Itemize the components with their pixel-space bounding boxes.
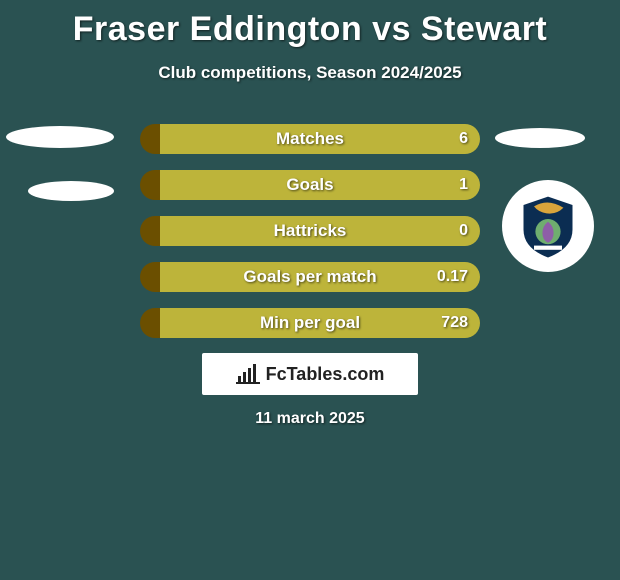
- player-left-shape-1: [6, 126, 114, 148]
- chart-icon: [236, 364, 260, 384]
- stat-bars: Matches6Goals1Hattricks0Goals per match0…: [140, 124, 480, 354]
- bar-label: Min per goal: [140, 308, 480, 338]
- player-left-shape-2: [28, 181, 114, 201]
- date-text: 11 march 2025: [0, 410, 620, 428]
- brand-text: FcTables.com: [266, 364, 385, 385]
- subtitle: Club competitions, Season 2024/2025: [0, 63, 620, 83]
- bar-value-right: 1: [459, 170, 468, 200]
- stat-bar: Min per goal728: [140, 308, 480, 338]
- bar-label: Goals: [140, 170, 480, 200]
- page-title: Fraser Eddington vs Stewart: [0, 0, 620, 49]
- bar-label: Hattricks: [140, 216, 480, 246]
- stat-bar: Goals1: [140, 170, 480, 200]
- bar-value-right: 0.17: [437, 262, 468, 292]
- bar-label: Goals per match: [140, 262, 480, 292]
- stat-bar: Goals per match0.17: [140, 262, 480, 292]
- crest-icon: [513, 191, 583, 261]
- club-crest: [502, 180, 594, 272]
- bar-value-right: 6: [459, 124, 468, 154]
- bar-label: Matches: [140, 124, 480, 154]
- bar-value-right: 0: [459, 216, 468, 246]
- bar-value-right: 728: [441, 308, 468, 338]
- stat-bar: Matches6: [140, 124, 480, 154]
- player-right-shape-1: [495, 128, 585, 148]
- brand-box: FcTables.com: [202, 353, 418, 395]
- stat-bar: Hattricks0: [140, 216, 480, 246]
